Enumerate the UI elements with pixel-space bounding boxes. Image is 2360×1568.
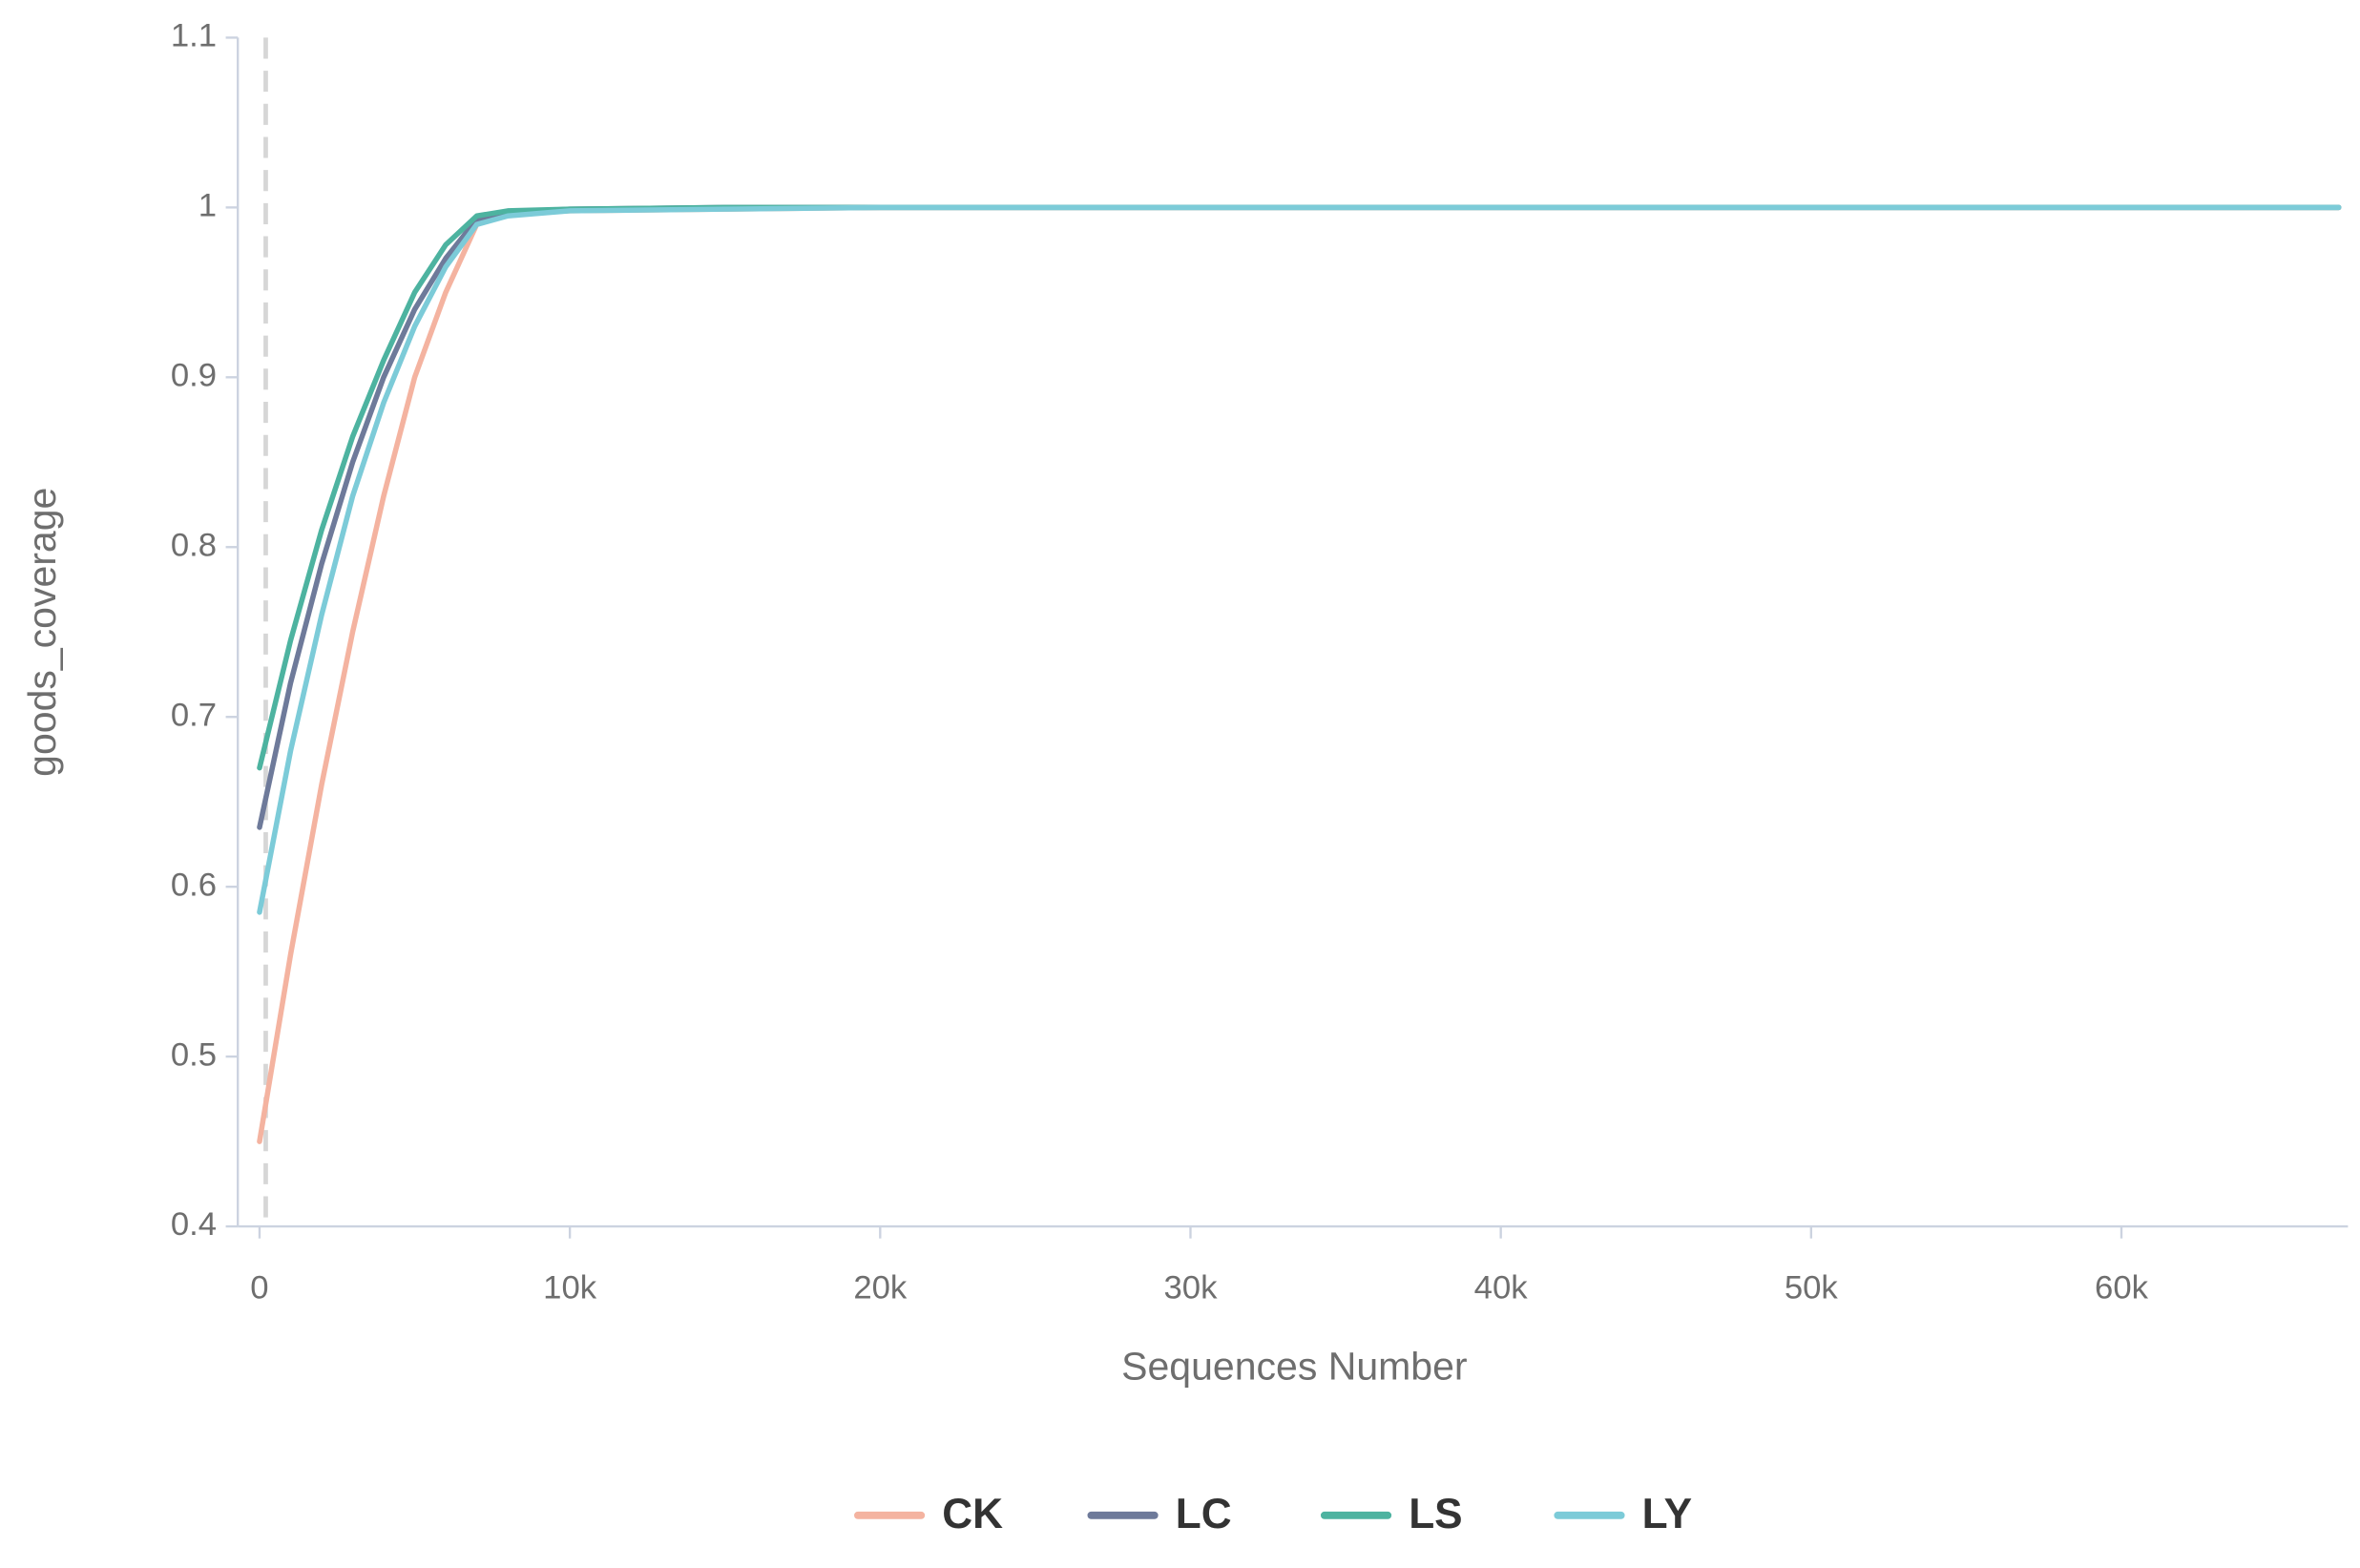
y-axis-title: goods_coverage xyxy=(20,488,64,777)
y-tick-label: 1.1 xyxy=(171,18,217,54)
y-tick-label: 1 xyxy=(198,188,217,224)
legend-label: LC xyxy=(1176,1491,1232,1537)
x-tick-label: 10k xyxy=(543,1269,597,1306)
series-line xyxy=(257,204,2342,915)
y-tick-label: 0.4 xyxy=(171,1206,217,1243)
series-line xyxy=(257,204,2342,830)
x-tick-label: 50k xyxy=(1785,1269,1839,1306)
x-tick-label: 60k xyxy=(2095,1269,2149,1306)
x-tick-label: 20k xyxy=(853,1269,908,1306)
series-line xyxy=(257,204,2342,771)
x-axis-title: Sequences Number xyxy=(1121,1345,1467,1389)
y-tick-label: 0.6 xyxy=(171,867,217,903)
x-tick-label: 30k xyxy=(1164,1269,1219,1306)
legend-label: LS xyxy=(1409,1491,1462,1537)
y-tick-label: 0.7 xyxy=(171,697,217,733)
legend-label: CK xyxy=(942,1491,1003,1537)
y-tick-label: 0.8 xyxy=(171,527,217,563)
y-tick-label: 0.5 xyxy=(171,1036,217,1073)
x-tick-label: 0 xyxy=(250,1269,268,1306)
x-tick-label: 40k xyxy=(1474,1269,1529,1306)
series-line xyxy=(257,204,2342,1144)
legend-label: LY xyxy=(1642,1491,1692,1537)
y-tick-label: 0.9 xyxy=(171,357,217,393)
